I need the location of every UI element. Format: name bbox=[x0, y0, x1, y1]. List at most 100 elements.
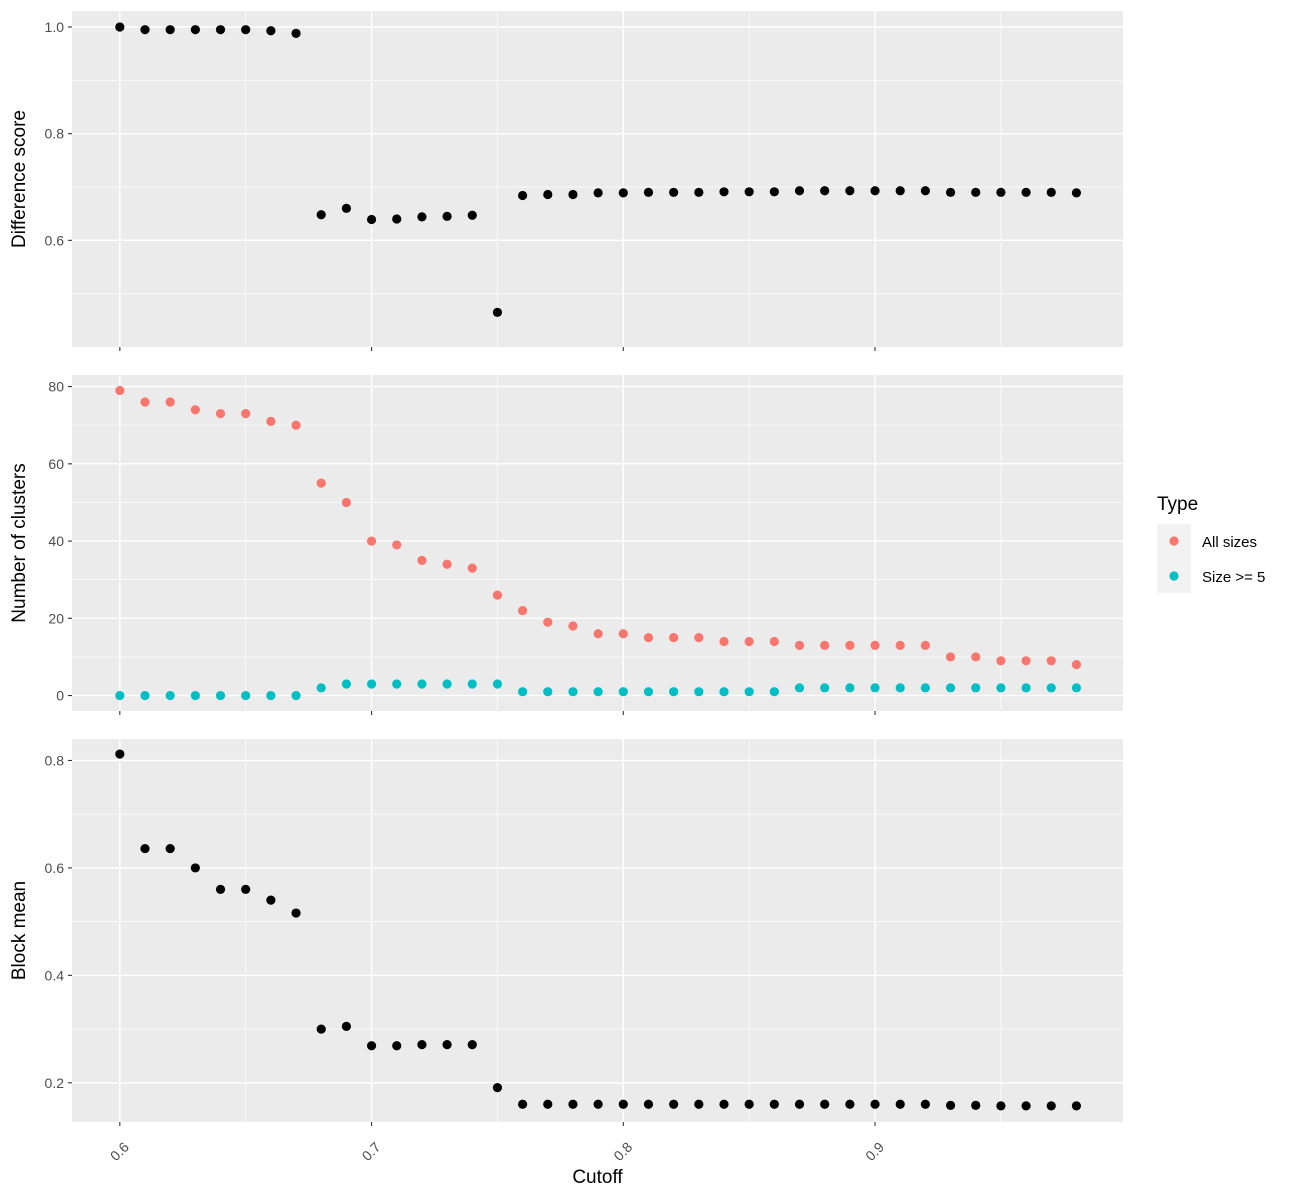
data-point bbox=[845, 683, 855, 693]
data-point bbox=[794, 640, 805, 650]
data-point bbox=[366, 214, 377, 225]
data-point bbox=[266, 26, 276, 36]
y-tick-label: 0.2 bbox=[45, 1075, 65, 1091]
data-point bbox=[442, 1040, 452, 1050]
data-point bbox=[1071, 1101, 1082, 1111]
data-point bbox=[518, 687, 528, 697]
data-point bbox=[1046, 187, 1056, 197]
data-point bbox=[643, 633, 654, 643]
data-point bbox=[366, 1041, 377, 1051]
data-point bbox=[492, 307, 503, 317]
data-point bbox=[719, 636, 729, 647]
data-point bbox=[744, 687, 754, 697]
data-point bbox=[945, 1100, 956, 1110]
data-point bbox=[291, 690, 301, 701]
data-point bbox=[920, 186, 930, 196]
data-point bbox=[341, 203, 351, 213]
data-point bbox=[215, 690, 226, 701]
data-point bbox=[996, 656, 1006, 666]
data-point bbox=[291, 908, 301, 918]
panel-background bbox=[72, 739, 1123, 1122]
data-point bbox=[266, 416, 276, 426]
data-point bbox=[366, 679, 377, 689]
data-point bbox=[870, 1099, 880, 1109]
data-point bbox=[593, 629, 603, 639]
data-point bbox=[417, 555, 427, 565]
data-point bbox=[669, 187, 679, 197]
data-point bbox=[492, 1083, 503, 1093]
data-point bbox=[392, 214, 402, 224]
data-point bbox=[241, 690, 251, 701]
data-point bbox=[794, 1099, 805, 1109]
data-point bbox=[820, 640, 830, 650]
data-point bbox=[996, 683, 1006, 693]
data-point bbox=[140, 25, 150, 35]
data-point bbox=[115, 385, 125, 396]
data-point bbox=[669, 687, 679, 697]
data-point bbox=[820, 1099, 830, 1109]
data-point bbox=[568, 621, 578, 631]
data-point bbox=[241, 884, 251, 895]
data-point bbox=[215, 409, 226, 419]
data-point bbox=[895, 683, 905, 693]
panel-3: 0.2 0.4 0.6 0.8 0.6 0.7 0.8 0.9 Block mean bbox=[9, 739, 1123, 1164]
data-point bbox=[794, 683, 805, 693]
data-point bbox=[215, 25, 226, 35]
y-tick-label: 1.0 bbox=[45, 19, 65, 35]
data-point bbox=[140, 843, 150, 854]
data-point bbox=[467, 1040, 477, 1050]
data-point bbox=[492, 590, 503, 600]
data-point bbox=[190, 690, 200, 701]
y-tick-label: 0.4 bbox=[45, 967, 65, 983]
data-point bbox=[643, 1099, 654, 1109]
data-point bbox=[794, 186, 805, 196]
data-point bbox=[769, 687, 779, 697]
data-point bbox=[920, 1099, 930, 1109]
data-point bbox=[643, 687, 654, 697]
data-point bbox=[845, 640, 855, 650]
data-point bbox=[442, 679, 452, 689]
data-point bbox=[593, 1099, 603, 1109]
data-point bbox=[543, 617, 553, 627]
data-point bbox=[341, 1021, 351, 1031]
data-point bbox=[643, 187, 654, 197]
data-point bbox=[316, 1024, 326, 1034]
data-point bbox=[895, 186, 905, 196]
data-point bbox=[669, 1099, 679, 1109]
data-point bbox=[669, 633, 679, 643]
legend-items: All sizes Size >= 5 bbox=[1157, 524, 1265, 593]
data-point bbox=[769, 187, 779, 197]
legend-label: Size >= 5 bbox=[1202, 569, 1265, 586]
data-point bbox=[165, 690, 175, 701]
data-point bbox=[1021, 1101, 1031, 1111]
data-point bbox=[744, 1099, 754, 1109]
data-point bbox=[694, 187, 704, 197]
y-axis-title: Difference score bbox=[9, 110, 30, 248]
data-point bbox=[1071, 188, 1082, 198]
y-axis-title: Number of clusters bbox=[9, 463, 30, 622]
panel-2: 0 20 40 60 80 Number of clusters bbox=[9, 375, 1123, 715]
data-point bbox=[694, 687, 704, 697]
x-tick-label: 0.6 bbox=[107, 1139, 132, 1164]
data-point bbox=[316, 210, 326, 220]
data-point bbox=[492, 679, 503, 689]
data-point bbox=[895, 1099, 905, 1109]
data-point bbox=[870, 640, 880, 650]
data-point bbox=[140, 397, 150, 407]
data-point bbox=[618, 1099, 628, 1109]
data-point bbox=[618, 629, 628, 639]
data-point bbox=[769, 636, 779, 647]
legend-label: All sizes bbox=[1202, 534, 1257, 551]
data-point bbox=[165, 843, 175, 854]
data-point bbox=[467, 563, 477, 573]
data-point bbox=[115, 749, 125, 759]
data-point bbox=[316, 478, 326, 488]
data-point bbox=[1021, 683, 1031, 693]
data-point bbox=[467, 679, 477, 689]
legend: Type All sizes Size >= 5 bbox=[1157, 494, 1265, 593]
data-point bbox=[291, 28, 301, 38]
data-point bbox=[744, 636, 754, 647]
data-point bbox=[769, 1099, 779, 1109]
x-tick-label: 0.9 bbox=[862, 1139, 887, 1164]
data-point bbox=[543, 189, 553, 200]
